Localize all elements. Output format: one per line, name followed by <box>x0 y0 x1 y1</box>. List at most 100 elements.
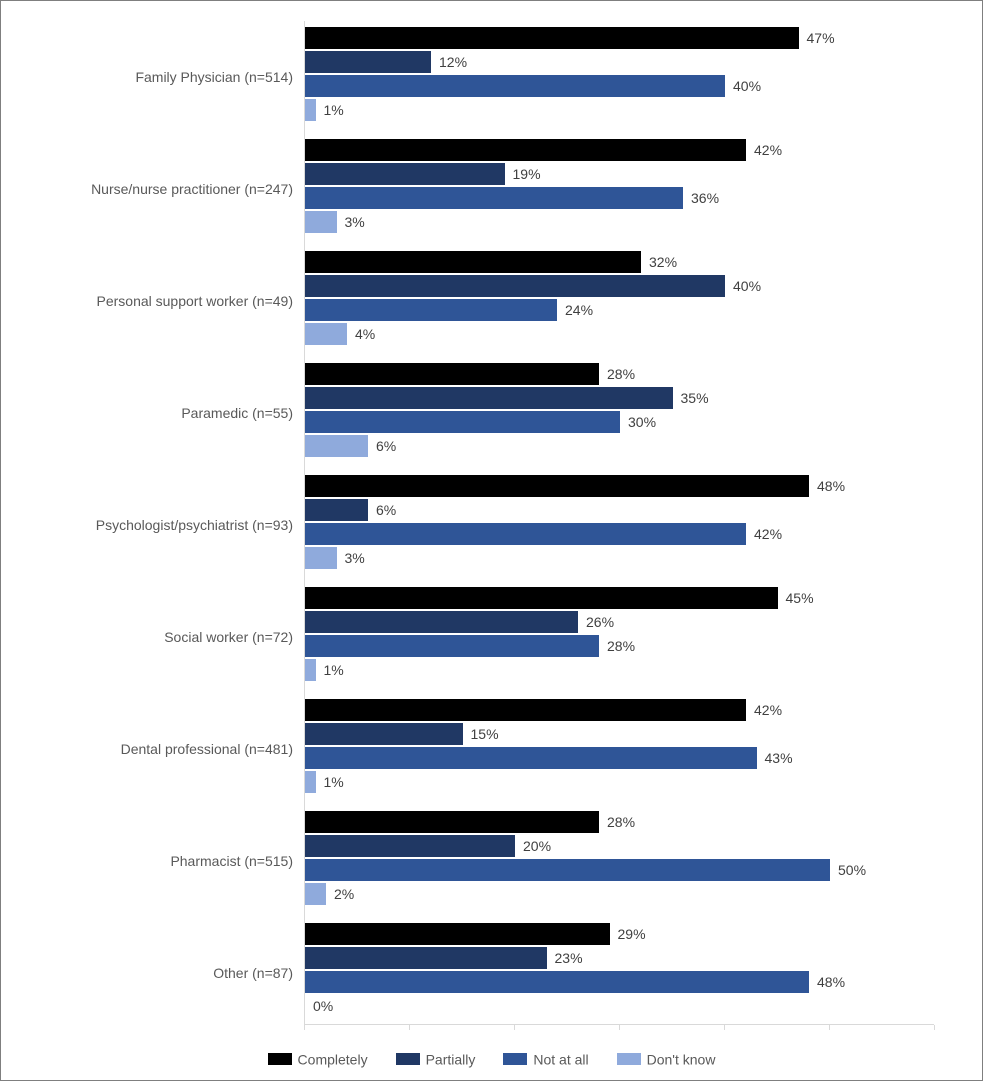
value-label: 40% <box>733 75 761 97</box>
value-label: 40% <box>733 275 761 297</box>
bar-row: 4% <box>305 323 934 345</box>
bar-completely <box>305 363 599 385</box>
bar-row: 12% <box>305 51 934 73</box>
bar-partially <box>305 163 505 185</box>
category-group: Other (n=87)29%23%48%0% <box>21 923 934 1023</box>
bar-not_at_all <box>305 299 557 321</box>
bar-completely <box>305 251 641 273</box>
value-label: 23% <box>555 947 583 969</box>
bar-row: 42% <box>305 139 934 161</box>
value-label: 1% <box>324 659 344 681</box>
bar-completely <box>305 27 799 49</box>
value-label: 36% <box>691 187 719 209</box>
bar-row: 42% <box>305 699 934 721</box>
x-tick <box>829 1025 830 1030</box>
bar-dont_know <box>305 99 316 121</box>
value-label: 3% <box>345 211 365 233</box>
value-label: 48% <box>817 971 845 993</box>
category-label: Family Physician (n=514) <box>21 69 293 85</box>
x-tick <box>409 1025 410 1030</box>
grouped-bar-chart: Family Physician (n=514)47%12%40%1%Nurse… <box>21 21 962 1025</box>
value-label: 42% <box>754 699 782 721</box>
bar-row: 0% <box>305 995 934 1017</box>
bar-row: 19% <box>305 163 934 185</box>
legend-label: Completely <box>298 1051 368 1067</box>
bar-row: 26% <box>305 611 934 633</box>
bar-completely <box>305 139 746 161</box>
value-label: 6% <box>376 435 396 457</box>
value-label: 15% <box>471 723 499 745</box>
bar-row: 43% <box>305 747 934 769</box>
value-label: 1% <box>324 99 344 121</box>
bar-row: 6% <box>305 499 934 521</box>
value-label: 28% <box>607 363 635 385</box>
value-label: 30% <box>628 411 656 433</box>
value-label: 50% <box>838 859 866 881</box>
bar-partially <box>305 723 463 745</box>
bars-container: 42% 15% 43%1% <box>305 699 934 799</box>
value-label: 42% <box>754 139 782 161</box>
bar-row: 6% <box>305 435 934 457</box>
bar-row: 28% <box>305 811 934 833</box>
legend-label: Partially <box>426 1051 476 1067</box>
value-label: 20% <box>523 835 551 857</box>
category-group: Personal support worker (n=49)32%40%24%4… <box>21 251 934 351</box>
bar-row: 1% <box>305 771 934 793</box>
bar-row: 36% <box>305 187 934 209</box>
bar-partially <box>305 275 725 297</box>
value-label: 28% <box>607 635 635 657</box>
chart-frame: Family Physician (n=514)47%12%40%1%Nurse… <box>0 0 983 1081</box>
bar-row: 45% <box>305 587 934 609</box>
bar-not_at_all <box>305 187 683 209</box>
bar-dont_know <box>305 435 368 457</box>
value-label: 12% <box>439 51 467 73</box>
value-label: 45% <box>786 587 814 609</box>
bars-container: 28% 35% 30% 6% <box>305 363 934 463</box>
category-label: Other (n=87) <box>21 965 293 981</box>
bar-row: 15% <box>305 723 934 745</box>
bar-row: 23% <box>305 947 934 969</box>
value-label: 28% <box>607 811 635 833</box>
bar-completely <box>305 811 599 833</box>
bars-container: 48%6%42%3% <box>305 475 934 575</box>
category-label: Social worker (n=72) <box>21 629 293 645</box>
x-tick <box>619 1025 620 1030</box>
value-label: 43% <box>765 747 793 769</box>
value-label: 32% <box>649 251 677 273</box>
bar-row: 32% <box>305 251 934 273</box>
legend: CompletelyPartiallyNot at allDon't know <box>1 1050 982 1072</box>
bar-not_at_all <box>305 747 757 769</box>
bar-row: 28% <box>305 363 934 385</box>
bar-row: 3% <box>305 211 934 233</box>
x-tick <box>304 1025 305 1030</box>
bar-row: 20% <box>305 835 934 857</box>
legend-item: Don't know <box>617 1051 716 1066</box>
category-group: Psychologist/psychiatrist (n=93) 48%6%42%… <box>21 475 934 575</box>
bar-partially <box>305 947 547 969</box>
bar-not_at_all <box>305 411 620 433</box>
bar-dont_know <box>305 323 347 345</box>
value-label: 4% <box>355 323 375 345</box>
bar-row: 24% <box>305 299 934 321</box>
bar-completely <box>305 587 778 609</box>
bars-container: 45% 26%28% 1% <box>305 587 934 687</box>
bars-container: 47%12% 40% 1% <box>305 27 934 127</box>
bar-not_at_all <box>305 971 809 993</box>
category-label: Pharmacist (n=515) <box>21 853 293 869</box>
legend-swatch <box>617 1053 641 1065</box>
bar-not_at_all <box>305 859 830 881</box>
x-tick <box>934 1025 935 1030</box>
bar-dont_know <box>305 547 337 569</box>
bar-completely <box>305 923 610 945</box>
bars-container: 29%23%48%0% <box>305 923 934 1023</box>
bar-row: 50% <box>305 859 934 881</box>
bar-row: 47% <box>305 27 934 49</box>
category-label: Psychologist/psychiatrist (n=93) <box>21 517 293 533</box>
value-label: 24% <box>565 299 593 321</box>
bar-row: 3% <box>305 547 934 569</box>
value-label: 35% <box>681 387 709 409</box>
value-label: 48% <box>817 475 845 497</box>
bar-dont_know <box>305 771 316 793</box>
legend-item: Completely <box>268 1051 368 1066</box>
value-label: 26% <box>586 611 614 633</box>
